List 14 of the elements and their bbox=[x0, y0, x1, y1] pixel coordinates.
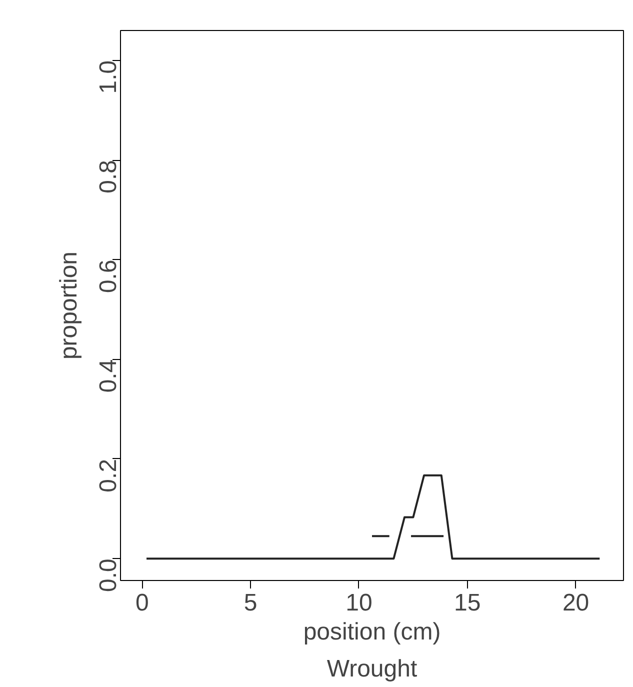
y-tick-label: 1.0 bbox=[95, 60, 122, 94]
y-axis-title: proportion bbox=[56, 251, 82, 360]
x-tick-label: 5 bbox=[244, 590, 258, 616]
x-tick-label: 20 bbox=[562, 590, 590, 616]
x-tick-label: 10 bbox=[346, 590, 372, 616]
y-tick-label: 0.0 bbox=[95, 558, 122, 592]
x-axis-title: position (cm) bbox=[303, 618, 441, 646]
y-tick-label: 0.2 bbox=[95, 458, 122, 492]
x-tick-label: 15 bbox=[454, 590, 481, 616]
y-tick-label: 0.8 bbox=[95, 160, 122, 194]
y-tick-label: 0.4 bbox=[95, 359, 122, 393]
x-tick-label: 0 bbox=[136, 590, 149, 616]
text: Wrought bbox=[326, 656, 418, 682]
y-tick-label: 0.6 bbox=[95, 260, 122, 294]
